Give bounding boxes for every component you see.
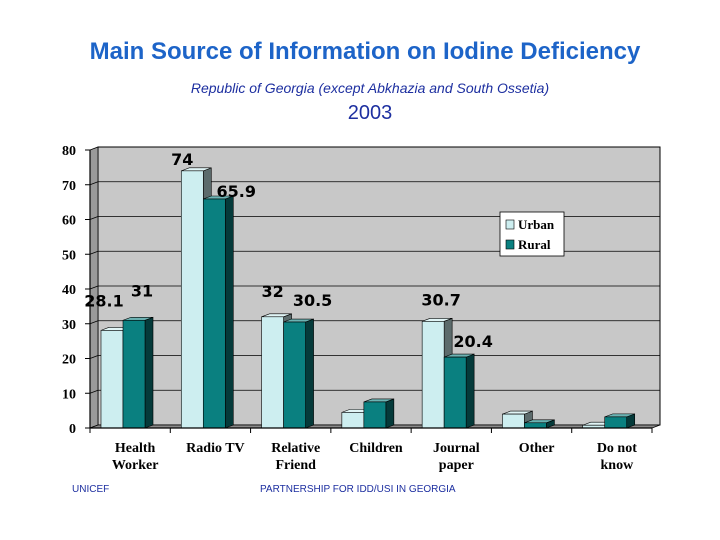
chart-title: Main Source of Information on Iodine Def… bbox=[89, 38, 641, 65]
x-tick-label: Children bbox=[349, 441, 403, 456]
x-tick-label: Do not bbox=[597, 441, 637, 456]
y-tick-label: 20 bbox=[62, 353, 76, 368]
bar-front bbox=[122, 319, 146, 429]
data-label: 31 bbox=[131, 281, 153, 300]
bar-front bbox=[421, 321, 445, 429]
bar-rural bbox=[122, 316, 154, 429]
y-tick-label: 50 bbox=[62, 248, 76, 263]
bar-rural bbox=[443, 353, 475, 429]
x-tick-label: Other bbox=[519, 441, 555, 456]
bar-front bbox=[283, 321, 306, 429]
x-tick-label: paper bbox=[439, 458, 474, 473]
x-tick-label: Radio TV bbox=[186, 441, 244, 456]
data-label: 32 bbox=[261, 282, 283, 301]
bar-side bbox=[465, 353, 475, 429]
gridline-depth bbox=[89, 216, 99, 220]
legend-label: Urban bbox=[518, 217, 555, 232]
bar-rural bbox=[363, 398, 395, 429]
y-tick-label: 30 bbox=[62, 318, 76, 333]
data-label: 74 bbox=[171, 150, 193, 169]
bar-side bbox=[385, 398, 395, 429]
bar-front bbox=[524, 422, 547, 429]
y-tick-label: 40 bbox=[62, 283, 76, 298]
data-label: 28.1 bbox=[84, 291, 123, 310]
bar-side bbox=[224, 195, 234, 429]
legend-swatch bbox=[505, 219, 515, 230]
bar-side bbox=[144, 316, 154, 429]
bar-front bbox=[443, 356, 467, 429]
bar-rural bbox=[604, 413, 636, 429]
bar-side bbox=[305, 318, 314, 429]
x-tick-label: know bbox=[601, 458, 635, 473]
x-tick-label: Journal bbox=[433, 441, 480, 456]
x-tick-label: Worker bbox=[112, 458, 159, 473]
chart-subtitle: Republic of Georgia (except Abkhazia and… bbox=[190, 80, 550, 96]
gridline-depth bbox=[89, 285, 99, 290]
x-tick-label: Friend bbox=[275, 458, 316, 473]
x-tick-label: Relative bbox=[271, 441, 320, 456]
x-tick-label: Health bbox=[115, 441, 156, 456]
bar-front bbox=[180, 170, 204, 429]
gridline-depth bbox=[89, 320, 99, 325]
gridline-depth bbox=[89, 181, 99, 186]
chart-year: 2003 bbox=[347, 102, 393, 124]
bar-front bbox=[604, 416, 628, 429]
bar-front bbox=[100, 330, 124, 429]
bar-rural bbox=[283, 318, 314, 429]
y-tick-label: 10 bbox=[62, 387, 76, 402]
data-label: 20.4 bbox=[453, 332, 492, 351]
footer-organization: UNICEF bbox=[72, 484, 110, 495]
bar-front bbox=[202, 198, 226, 429]
gridline-depth bbox=[89, 250, 99, 255]
bar-rural bbox=[202, 195, 234, 429]
legend-swatch bbox=[505, 239, 515, 250]
data-label: 30.5 bbox=[293, 291, 332, 310]
bar-front bbox=[502, 413, 525, 429]
data-label: 30.7 bbox=[421, 290, 460, 309]
data-label: 65.9 bbox=[217, 182, 256, 201]
footer-partnership: PARTNERSHIP FOR IDD/USI IN GEORGIA bbox=[260, 484, 456, 495]
y-tick-label: 0 bbox=[69, 422, 76, 437]
y-tick-label: 80 bbox=[62, 144, 76, 159]
bar-rural bbox=[524, 419, 555, 429]
bar-front bbox=[363, 401, 387, 429]
y-tick-label: 70 bbox=[62, 179, 76, 194]
gridline-depth bbox=[89, 355, 99, 359]
bar-front bbox=[261, 316, 284, 429]
gridline-depth bbox=[89, 389, 99, 394]
legend-label: Rural bbox=[518, 237, 551, 252]
bar-front bbox=[341, 412, 365, 429]
y-tick-label: 60 bbox=[62, 214, 76, 229]
